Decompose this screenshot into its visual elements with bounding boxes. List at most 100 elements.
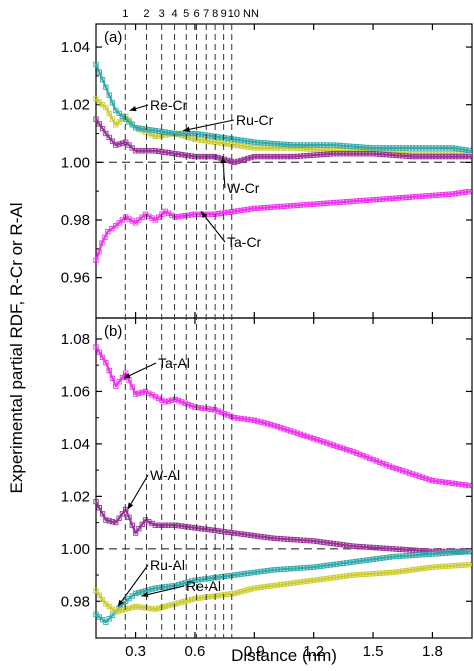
data-point (258, 140, 264, 146)
data-point (198, 137, 205, 143)
annotation-arrow (127, 474, 149, 510)
data-point (248, 206, 254, 212)
data-point (142, 588, 149, 594)
data-point (241, 571, 248, 577)
data-point (357, 151, 363, 157)
data-point (344, 199, 350, 205)
data-point (162, 149, 168, 155)
data-point (172, 214, 178, 220)
data-point (192, 525, 198, 531)
data-point (105, 228, 111, 235)
shell-label: 9 (221, 8, 227, 20)
data-point (442, 145, 449, 151)
data-point (261, 153, 267, 160)
data-point (146, 390, 152, 396)
data-point (370, 145, 376, 151)
data-point (126, 605, 132, 611)
data-point (271, 567, 277, 573)
data-point (202, 138, 208, 144)
data-point (311, 538, 317, 544)
data-point (409, 547, 416, 553)
data-point (442, 191, 449, 198)
data-point (215, 211, 221, 217)
data-point (208, 406, 215, 413)
data-point (406, 145, 412, 151)
data-point (419, 153, 426, 160)
data-point (169, 130, 175, 136)
data-point (294, 202, 300, 208)
data-point (324, 540, 330, 546)
data-point (109, 225, 115, 232)
data-point (274, 535, 281, 542)
data-point (156, 605, 162, 611)
data-point (99, 77, 106, 83)
data-point (109, 519, 116, 525)
data-point (307, 142, 314, 148)
series-annotation: Re-Al (186, 578, 221, 594)
data-point (370, 571, 376, 577)
data-point (383, 196, 389, 202)
data-point (386, 463, 393, 469)
data-point (350, 559, 356, 565)
data-point (102, 234, 108, 240)
data-point (466, 482, 472, 489)
data-point (198, 595, 205, 601)
data-point (462, 147, 469, 153)
data-point (327, 147, 333, 154)
data-point (116, 515, 122, 521)
data-point (284, 536, 290, 542)
data-point (446, 563, 452, 569)
data-point (442, 550, 449, 556)
data-point (294, 537, 300, 543)
data-point (466, 147, 472, 153)
data-point (258, 205, 264, 211)
data-point (294, 579, 300, 586)
data-point (254, 418, 261, 424)
data-point (383, 545, 389, 552)
data-point (459, 562, 465, 568)
data-point (238, 589, 244, 595)
data-point (284, 145, 290, 151)
data-point (221, 140, 228, 147)
data-point (297, 431, 304, 437)
data-point (370, 456, 376, 463)
data-point (96, 592, 102, 598)
series-line (95, 118, 472, 164)
data-point (278, 141, 284, 147)
data-point (99, 354, 106, 360)
data-point (221, 592, 228, 598)
data-point (129, 122, 135, 128)
shell-label: 1 (122, 8, 128, 20)
data-point (274, 204, 281, 210)
data-point (156, 148, 162, 154)
data-point (353, 572, 360, 578)
data-point (188, 130, 195, 137)
data-point (119, 217, 126, 223)
data-point (297, 202, 304, 208)
data-point (423, 145, 429, 151)
data-point (251, 585, 257, 591)
data-point (231, 142, 238, 148)
data-point (228, 572, 234, 579)
data-point (169, 397, 175, 403)
data-point (413, 194, 419, 200)
data-point (231, 136, 238, 142)
data-point (423, 475, 429, 482)
data-point (291, 580, 297, 586)
data-point (350, 543, 356, 549)
data-point (353, 198, 360, 204)
data-point (162, 584, 168, 590)
data-point (274, 566, 281, 573)
data-point (116, 608, 122, 614)
data-point (113, 107, 119, 114)
data-point (149, 586, 155, 592)
annotation-arrowhead (129, 106, 137, 112)
data-point (228, 141, 234, 148)
data-point (198, 405, 205, 411)
data-point (304, 564, 310, 571)
data-point (225, 573, 231, 579)
data-point (264, 568, 271, 574)
data-point (347, 143, 353, 149)
data-point (390, 152, 396, 158)
data-point (367, 571, 373, 577)
